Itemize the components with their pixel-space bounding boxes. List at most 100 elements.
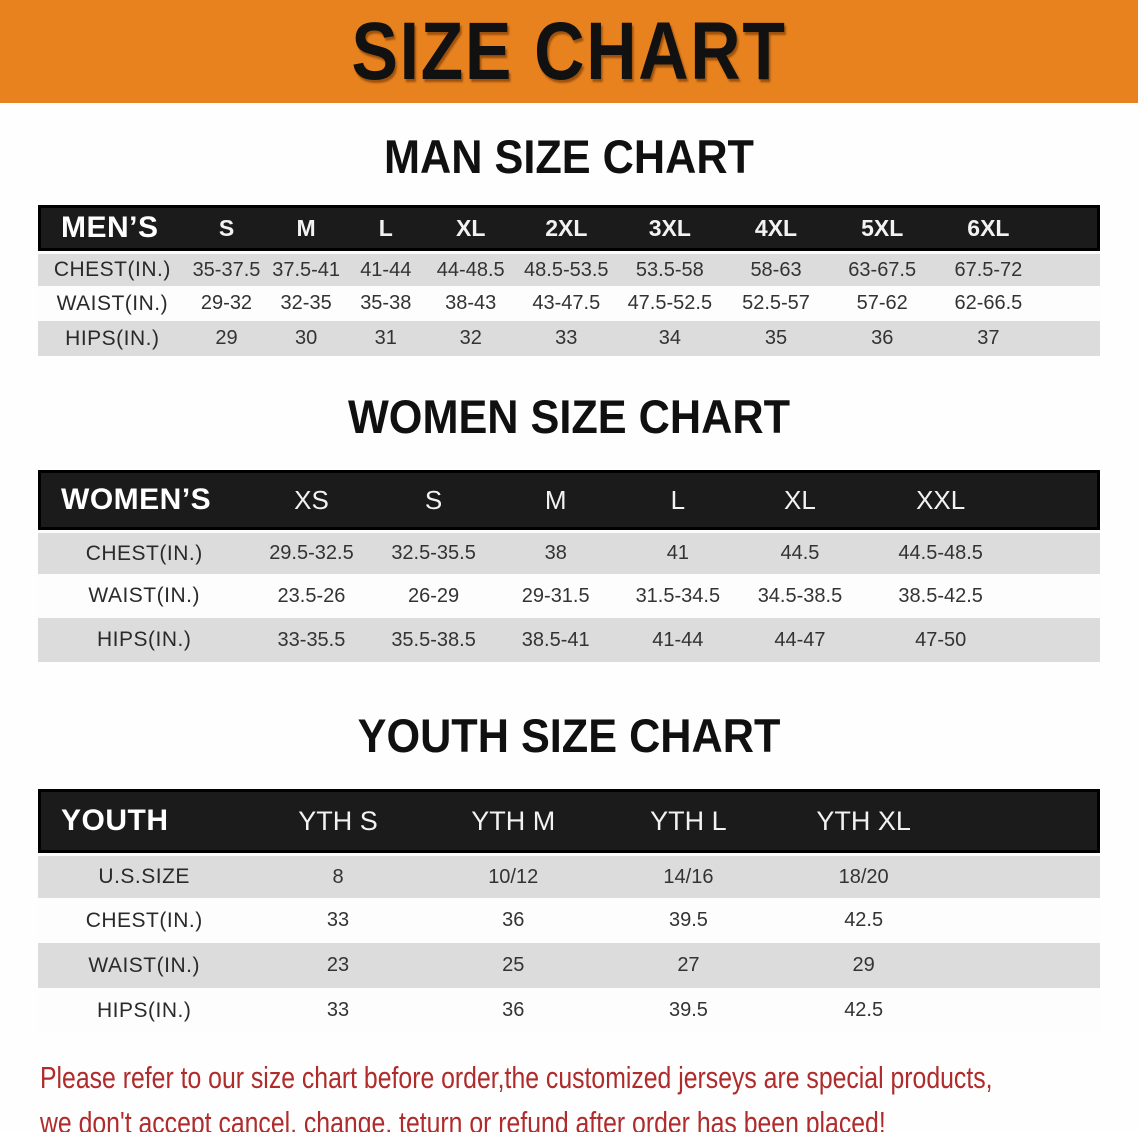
spacer-cell xyxy=(1041,321,1100,356)
cell: 25 xyxy=(502,954,525,976)
column-header: YTH S xyxy=(250,789,426,853)
cell: 44.5-48.5 xyxy=(861,530,1021,574)
cell: 33 xyxy=(326,999,350,1021)
spacer-cell xyxy=(1041,251,1100,286)
cell: 52.5-57 xyxy=(742,292,810,314)
cell: 41-44 xyxy=(345,251,426,286)
column-header: 5XL xyxy=(829,205,936,251)
cell: 62-66.5 xyxy=(954,292,1023,314)
cell: 29-31.5 xyxy=(521,584,590,607)
spacer-cell xyxy=(951,988,1100,1033)
cell: 29.5-32.5 xyxy=(250,530,373,574)
cell: 23 xyxy=(326,954,350,976)
cell: 67.5-72 xyxy=(935,251,1042,286)
column-header: XXL xyxy=(861,470,1021,530)
cell: 57-62 xyxy=(856,292,908,314)
spacer-cell xyxy=(1041,205,1100,251)
cell: 36 xyxy=(502,909,525,931)
youth-chart-title: YOUTH SIZE CHART xyxy=(357,709,781,762)
cell: 37.5-41 xyxy=(266,251,346,286)
cell: 35-37.5 xyxy=(186,251,267,286)
cell: 34 xyxy=(658,327,681,349)
cell: 35 xyxy=(764,327,788,349)
column-header: 4XL xyxy=(722,205,830,251)
cell: 31 xyxy=(374,327,397,349)
cell: 63-67.5 xyxy=(829,251,936,286)
column-header: YTH L xyxy=(600,789,777,853)
table-header-row: MEN’S S M L XL 2XL 3XL 4XL 5XL 6XL xyxy=(38,205,1100,251)
cell: 34.5-38.5 xyxy=(757,584,843,607)
cell: 58-63 xyxy=(722,251,830,286)
table-title-cell: YOUTH xyxy=(38,789,251,853)
spacer-cell xyxy=(1020,618,1100,662)
youth-size-table: YOUTH YTH S YTH M YTH L YTH XL U.S.SIZE … xyxy=(38,789,1100,1033)
women-chart-title: WOMEN SIZE CHART xyxy=(347,390,790,443)
row-label: WAIST(IN.) xyxy=(88,953,200,977)
spacer-cell xyxy=(951,943,1100,988)
column-header: 2XL xyxy=(515,205,617,251)
cell: 38.5-41 xyxy=(521,628,590,651)
banner-title: SIZE CHART xyxy=(351,5,787,97)
column-header: 3XL xyxy=(616,205,723,251)
cell: 36 xyxy=(871,327,894,349)
cell: 32 xyxy=(459,327,482,349)
column-header: 6XL xyxy=(935,205,1042,251)
cell: 14/16 xyxy=(600,853,777,898)
column-header: L xyxy=(345,205,426,251)
row-label: WAIST(IN.) xyxy=(88,584,200,607)
table-header-row: WOMEN’S XS S M L XL XXL xyxy=(38,470,1100,530)
mens-size-table: MEN’S S M L XL 2XL 3XL 4XL 5XL 6XL CHEST… xyxy=(38,205,1100,356)
table-row: CHEST(IN.) 35-37.5 37.5-41 41-44 44-48.5… xyxy=(38,251,1100,286)
row-label: HIPS(IN.) xyxy=(65,326,160,350)
cell: 33 xyxy=(326,909,350,931)
banner: SIZE CHART xyxy=(0,0,1138,103)
cell: 41-44 xyxy=(652,628,704,651)
cell: 43-47.5 xyxy=(532,292,601,314)
cell: 29 xyxy=(852,954,875,976)
cell: 41 xyxy=(616,530,739,574)
spacer-cell xyxy=(1041,286,1100,321)
column-header: M xyxy=(266,205,346,251)
row-label: HIPS(IN.) xyxy=(97,998,192,1022)
spacer-cell xyxy=(951,898,1100,943)
cell: 37 xyxy=(977,327,1000,349)
cell: 42.5 xyxy=(844,999,884,1021)
cell: 38 xyxy=(494,530,617,574)
column-header: YTH XL xyxy=(776,789,952,853)
table-title-cell: WOMEN’S xyxy=(38,470,251,530)
column-header: S xyxy=(186,205,267,251)
cell: 29-32 xyxy=(200,292,253,314)
column-header: YTH M xyxy=(425,789,601,853)
row-label: CHEST(IN.) xyxy=(85,908,203,932)
column-header: XL xyxy=(738,470,862,530)
cell: 32.5-35.5 xyxy=(372,530,495,574)
cell: 35.5-38.5 xyxy=(391,628,476,651)
cell: 44.5 xyxy=(738,530,862,574)
column-header: M xyxy=(494,470,617,530)
column-header: S xyxy=(372,470,495,530)
column-header: XS xyxy=(250,470,373,530)
table-row: U.S.SIZE 8 10/12 14/16 18/20 xyxy=(38,853,1100,898)
spacer-cell xyxy=(1020,470,1100,530)
row-label: U.S.SIZE xyxy=(38,853,251,898)
spacer-cell xyxy=(1020,530,1100,574)
column-header: XL xyxy=(425,205,516,251)
spacer-cell xyxy=(1020,574,1100,618)
cell: 8 xyxy=(250,853,426,898)
table-row: CHEST(IN.) 29.5-32.5 32.5-35.5 38 41 44.… xyxy=(38,530,1100,574)
cell: 31.5-34.5 xyxy=(635,584,721,607)
table-row: HIPS(IN.) 33 36 39.5 42.5 xyxy=(38,988,1100,1033)
table-row: WAIST(IN.) 23 25 27 29 xyxy=(38,943,1100,988)
cell: 38.5-42.5 xyxy=(898,584,983,607)
table-row: WAIST(IN.) 29-32 32-35 35-38 38-43 43-47… xyxy=(38,286,1100,321)
table-row: HIPS(IN.) 29 30 31 32 33 34 35 36 37 xyxy=(38,321,1100,356)
column-header: L xyxy=(616,470,739,530)
cell: 47.5-52.5 xyxy=(627,292,713,314)
row-label: HIPS(IN.) xyxy=(97,628,192,651)
table-row: HIPS(IN.) 33-35.5 35.5-38.5 38.5-41 41-4… xyxy=(38,618,1100,662)
cell: 26-29 xyxy=(408,584,460,607)
cell: 44-48.5 xyxy=(425,251,516,286)
cell: 29 xyxy=(215,327,238,349)
spacer-cell xyxy=(951,789,1100,853)
